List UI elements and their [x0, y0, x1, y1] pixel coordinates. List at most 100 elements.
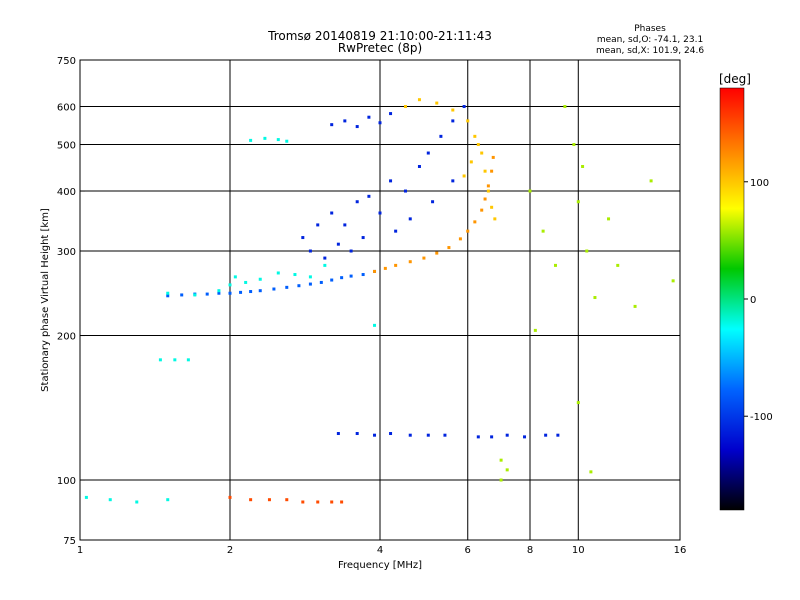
data-point: [426, 151, 430, 155]
data-point: [505, 468, 509, 472]
y-axis-ticks: 75 100 200 300 400 500 600 750: [57, 56, 85, 547]
data-point: [267, 498, 271, 502]
data-point: [135, 500, 139, 504]
data-point: [483, 197, 487, 201]
colorbar-ticks: 100 0 -100: [744, 178, 773, 423]
data-point: [544, 433, 548, 437]
data-point: [343, 119, 347, 123]
data-point: [435, 251, 439, 255]
data-point: [607, 217, 611, 221]
stats-x-mode: mean, sd,X: 101.9, 24.6: [596, 46, 704, 56]
data-point: [349, 274, 353, 278]
data-point: [193, 293, 197, 297]
data-point: [84, 495, 88, 499]
data-point: [581, 164, 585, 168]
data-point: [576, 200, 580, 204]
data-point: [553, 263, 557, 267]
data-point: [486, 184, 490, 188]
data-point: [308, 282, 312, 286]
data-point: [166, 498, 170, 502]
data-point: [166, 291, 170, 295]
data-point: [394, 263, 398, 267]
data-point: [367, 194, 371, 198]
data-point: [186, 358, 190, 362]
data-point: [276, 138, 280, 142]
data-point: [389, 179, 393, 183]
data-point: [533, 328, 537, 332]
data-point: [422, 256, 426, 260]
data-point: [285, 498, 289, 502]
data-point: [491, 155, 495, 159]
plot-frame: [79, 59, 681, 541]
data-point: [205, 292, 209, 296]
data-point: [486, 189, 490, 193]
data-point: [301, 236, 305, 240]
data-point: [233, 275, 237, 279]
data-point: [308, 249, 312, 253]
x-tick-label: 4: [377, 545, 383, 556]
chart-title: Tromsø 20140819 21:10:00-21:11:43: [267, 29, 492, 43]
data-point: [499, 478, 503, 482]
data-point: [336, 242, 340, 246]
data-point: [355, 432, 359, 436]
data-point: [389, 112, 393, 116]
data-point: [249, 498, 253, 502]
data-point: [439, 134, 443, 138]
stats-o-mode: mean, sd,O: -74.1, 23.1: [597, 35, 703, 45]
data-point: [480, 151, 484, 155]
data-point: [293, 273, 297, 277]
data-point: [373, 433, 377, 437]
data-point: [466, 119, 470, 123]
data-point: [343, 223, 347, 227]
data-point: [323, 256, 327, 260]
data-point: [244, 280, 248, 284]
data-point: [490, 435, 494, 439]
data-point: [403, 189, 407, 193]
data-point: [435, 101, 439, 105]
data-point: [355, 200, 359, 204]
plot-area: [79, 59, 681, 541]
x-tick-label: 8: [527, 545, 533, 556]
y-tick-label: 750: [57, 56, 76, 67]
data-point: [367, 115, 371, 119]
data-point: [340, 500, 344, 504]
data-point: [340, 276, 344, 280]
colorbar-tick-label: 100: [750, 178, 769, 189]
data-point: [373, 269, 377, 273]
data-point: [476, 435, 480, 439]
data-point: [108, 498, 112, 502]
data-point: [355, 125, 359, 129]
data-point: [319, 280, 323, 284]
colorbar-label: [deg]: [719, 72, 751, 86]
data-point: [408, 217, 412, 221]
data-point: [258, 277, 262, 281]
data-point: [451, 179, 455, 183]
data-point: [483, 169, 487, 173]
data-point: [490, 169, 494, 173]
data-point: [373, 323, 377, 327]
x-tick-label: 1: [77, 545, 83, 556]
data-point: [394, 229, 398, 233]
data-point: [217, 289, 221, 293]
data-point: [473, 134, 477, 138]
data-point: [378, 121, 382, 125]
data-point: [462, 174, 466, 178]
data-point: [228, 283, 232, 287]
colorbar-tick-label: -100: [750, 412, 773, 423]
data-point: [285, 285, 289, 289]
x-axis-label: Frequency [MHz]: [338, 560, 422, 571]
stats-title: Phases: [634, 24, 666, 34]
data-point: [308, 275, 312, 279]
data-point: [447, 246, 451, 250]
data-point: [361, 236, 365, 240]
data-point: [563, 105, 567, 109]
data-point: [330, 211, 334, 215]
data-point: [473, 220, 477, 224]
data-point: [249, 138, 253, 142]
data-point: [249, 290, 253, 294]
data-point: [316, 223, 320, 227]
data-point: [469, 160, 473, 164]
data-point: [408, 260, 412, 264]
data-point: [316, 500, 320, 504]
data-point: [285, 139, 289, 143]
